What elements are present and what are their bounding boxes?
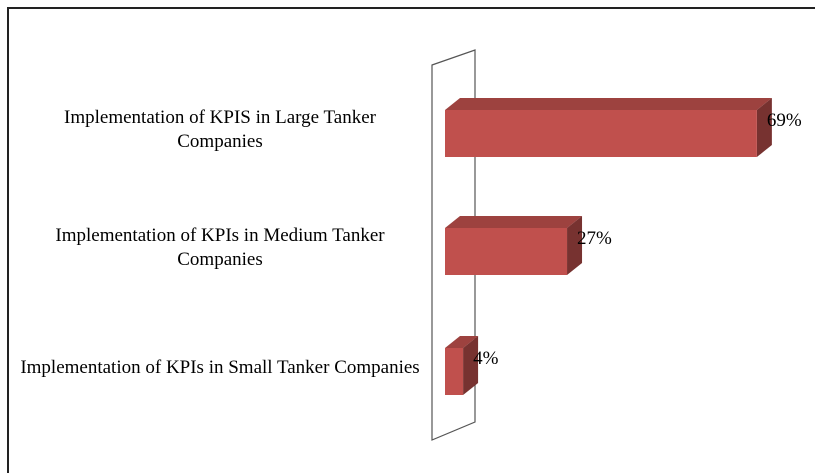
category-label: Implementation of KPIS in Large Tanker C…	[64, 106, 376, 152]
bar	[445, 110, 757, 157]
axis-wall	[431, 49, 476, 441]
bar-side	[567, 216, 583, 275]
bar-side	[463, 336, 479, 395]
data-label: 4%	[473, 348, 499, 369]
bar	[445, 348, 464, 395]
bar-top	[445, 98, 772, 110]
category-label: Implementation of KPIs in Medium Tanker …	[55, 224, 385, 270]
category-label: Implementation of KPIs in Small Tanker C…	[20, 356, 420, 378]
data-label: 27%	[577, 228, 612, 249]
chart-border	[7, 7, 815, 473]
bar-top	[445, 336, 479, 348]
bar-side	[756, 98, 772, 157]
bar	[445, 228, 568, 275]
data-label: 69%	[767, 110, 802, 131]
bar-top	[445, 216, 583, 228]
